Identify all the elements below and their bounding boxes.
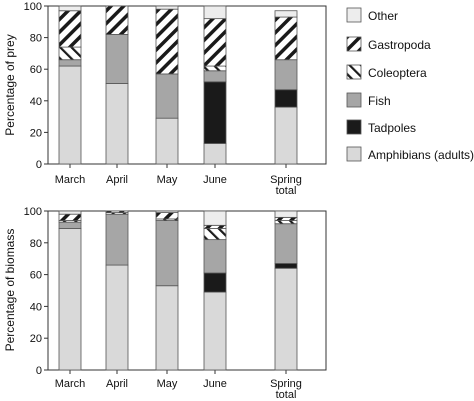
prey-percentage-panel: 0 20 40 60 80 100 Percentage of prey March April…	[3, 1, 327, 197]
y-axis-label: Percentage of prey	[3, 34, 17, 135]
legend-swatch-amphibians-adults	[346, 146, 362, 162]
y-tick-label: 0	[36, 159, 42, 171]
x-tick-label: March	[55, 174, 86, 186]
y-tick-label: 20	[30, 127, 42, 139]
bar-segment-other	[203, 210, 227, 226]
x-tick-label: April	[106, 174, 128, 186]
bar-segment-fish	[274, 223, 298, 264]
x-tick-label: May	[157, 378, 178, 390]
bar-segment-amphibians-adults	[58, 65, 82, 165]
bar-segment-amphibians-adults	[155, 117, 179, 165]
x-tick-label: June	[203, 174, 227, 186]
legend-label-amphibians-adults: Amphibians (adults)	[368, 148, 474, 162]
bar-segment-other	[274, 10, 298, 18]
bar-segment-amphibians-adults	[274, 267, 298, 371]
bar-segment-tadpoles	[274, 263, 298, 269]
bar-segment-fish	[203, 70, 227, 83]
bar-segment-other	[58, 5, 82, 12]
x-tick-label: April	[106, 378, 128, 390]
bar-segment-gastropoda	[105, 5, 129, 35]
bar-segment-amphibians-adults	[105, 264, 129, 371]
bar-segment-gastropoda	[274, 216, 298, 221]
legend-swatch-fish	[346, 92, 362, 108]
y-tick-label: 60	[30, 270, 42, 282]
bar-segment-amphibians-adults	[155, 285, 179, 371]
x-tick-label: March	[55, 378, 86, 390]
bar-segment-amphibians-adults	[203, 291, 227, 371]
legend-label-coleoptera: Coleoptera	[368, 66, 427, 80]
bar-segment-amphibians-adults	[274, 106, 298, 165]
bar-segment-fish	[58, 59, 82, 67]
bar-segment-amphibians-adults	[58, 228, 82, 371]
bar-segment-gastropoda	[274, 16, 298, 61]
bar-segment-coleoptera	[274, 220, 298, 225]
bar-segment-tadpoles	[203, 272, 227, 293]
bar-segment-fish	[155, 73, 179, 119]
x-tick-label: Spring total	[270, 378, 302, 401]
bar-segment-other	[274, 210, 298, 218]
bar-segment-other	[203, 5, 227, 20]
bar-segment-coleoptera	[203, 228, 227, 241]
legend-label-gastropoda: Gastropoda	[368, 38, 431, 52]
y-tick-label: 20	[30, 333, 42, 345]
plot-frame	[47, 5, 327, 165]
bar-segment-fish	[58, 221, 82, 229]
bar-segment-fish	[203, 239, 227, 274]
plot-frame	[47, 210, 327, 371]
legend-label-tadpoles: Tadpoles	[368, 121, 416, 135]
bar-segment-gastropoda	[203, 18, 227, 67]
bar-segment-gastropoda	[155, 8, 179, 75]
y-tick-label: 100	[24, 206, 42, 218]
y-tick-label: 100	[24, 1, 42, 13]
bar-segment-gastropoda	[58, 213, 82, 221]
x-tick-label: May	[157, 174, 178, 186]
bar-segment-fish	[105, 213, 129, 266]
y-tick-label: 40	[30, 96, 42, 108]
bar-segment-gastropoda	[203, 224, 227, 229]
legend-swatch-coleoptera	[346, 64, 362, 80]
legend-swatch-other	[346, 7, 362, 23]
y-tick-label: 40	[30, 301, 42, 313]
bar-segment-fish	[105, 34, 129, 84]
bar-segment-gastropoda	[155, 212, 179, 220]
y-tick-label: 0	[36, 365, 42, 377]
bar-segment-tadpoles	[203, 81, 227, 144]
y-axis-label: Percentage of biomass	[3, 229, 17, 352]
legend-swatch-gastropoda	[346, 36, 362, 52]
legend-label-other: Other	[368, 9, 398, 23]
y-tick-label: 80	[30, 33, 42, 45]
bar-segment-gastropoda	[105, 210, 129, 213]
biomass-percentage-panel: 0 20 40 60 80 100 Percentage of biomass March Ap…	[3, 206, 327, 401]
bar-segment-other	[155, 5, 179, 10]
y-tick-label: 80	[30, 238, 42, 250]
y-tick-label: 60	[30, 64, 42, 76]
legend: Other Gastropoda Coleoptera Fish Tadpoles Amp…	[346, 7, 474, 162]
x-tick-label: Spring total	[270, 174, 302, 197]
bar-segment-coleoptera	[58, 46, 82, 61]
legend-swatch-tadpoles	[346, 119, 362, 135]
bar-segment-amphibians-adults	[105, 83, 129, 165]
x-tick-label: June	[203, 378, 227, 390]
bar-segment-fish	[155, 220, 179, 287]
bar-segment-coleoptera	[203, 65, 227, 72]
bar-segment-other	[58, 210, 82, 215]
bar-segment-other	[155, 210, 179, 213]
bar-segment-amphibians-adults	[203, 143, 227, 165]
bar-segment-tadpoles	[274, 89, 298, 108]
bar-segment-gastropoda	[58, 10, 82, 48]
bar-segment-fish	[274, 59, 298, 91]
legend-label-fish: Fish	[368, 94, 391, 108]
